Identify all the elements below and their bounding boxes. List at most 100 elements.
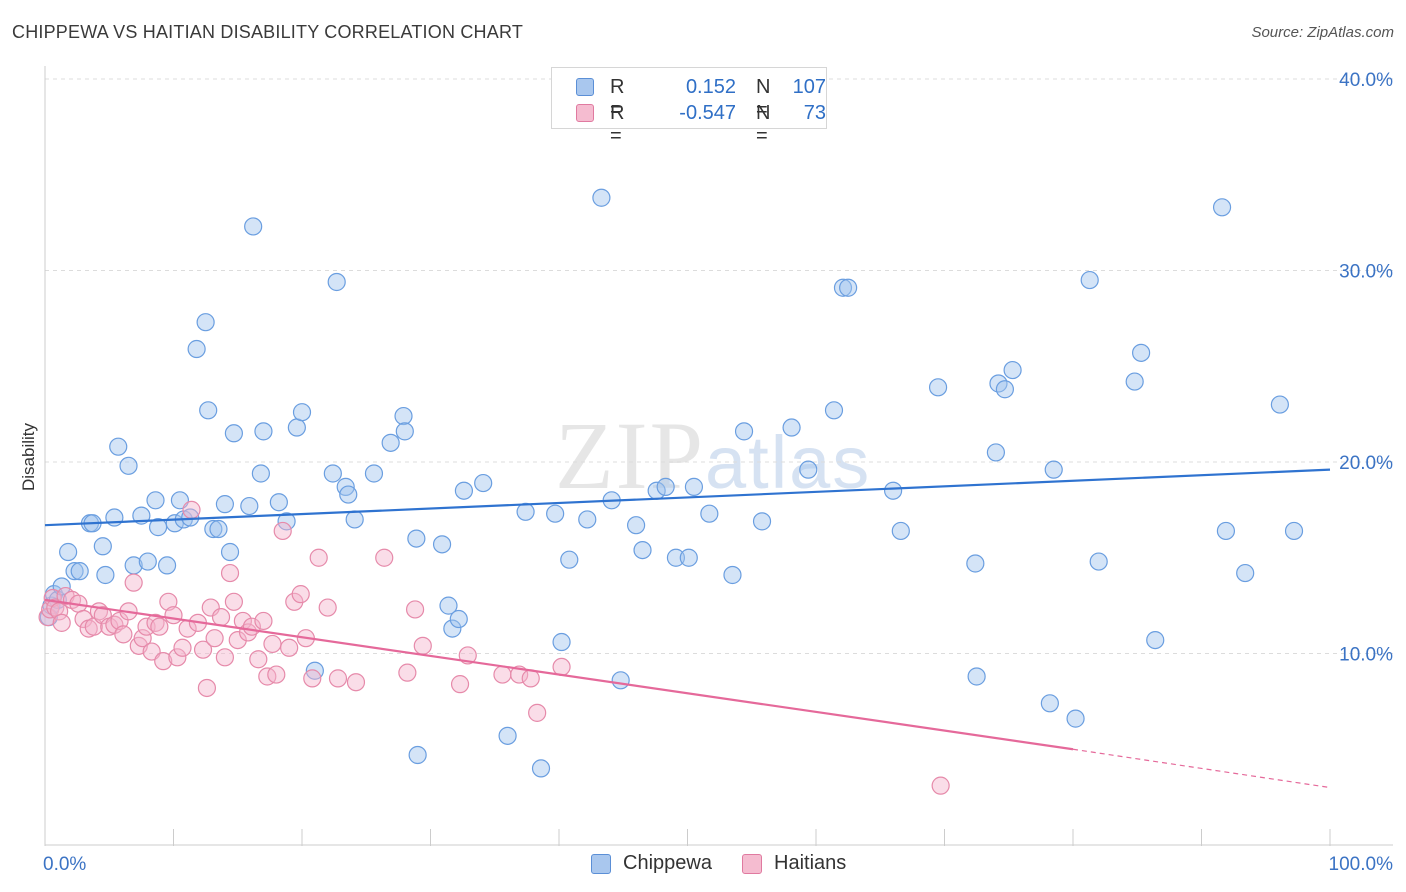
haitians-point [133, 629, 152, 648]
chippewa-point [96, 565, 115, 585]
chippewa-point [345, 510, 364, 529]
chippewa-point [1125, 372, 1144, 391]
chippewa-point [277, 512, 296, 531]
chippewa-point [516, 502, 535, 521]
chippewa-point [679, 548, 698, 567]
haitians-point [228, 630, 247, 650]
chippewa-point [119, 456, 138, 475]
chippewa-point [199, 401, 218, 420]
haitians-point [137, 617, 156, 636]
chippewa-point [656, 477, 675, 496]
haitians-point [552, 657, 571, 677]
chippewa-point [723, 565, 742, 585]
haitians-point [173, 638, 192, 657]
haitians-point [318, 598, 337, 617]
haitians-point [224, 592, 243, 611]
grid-lines [45, 78, 1393, 654]
chippewa-point [474, 473, 493, 493]
chippewa-point [578, 510, 597, 529]
haitians-point [931, 776, 950, 795]
haitians-point [154, 652, 173, 671]
chippewa-point [292, 403, 312, 422]
chippewa-point [215, 495, 234, 514]
legend-n-value: 73 [803, 102, 826, 124]
haitians-point [193, 640, 213, 659]
chippewa-point [824, 401, 844, 420]
chippewa-point [244, 217, 263, 236]
series-chippewa-points [39, 188, 1304, 778]
chippewa-point [443, 619, 462, 638]
chippewa-point [498, 726, 517, 745]
haitians-point [211, 608, 231, 627]
trendline-extension [1072, 748, 1331, 789]
chippewa-point [782, 418, 801, 437]
legend-swatch-chippewa [576, 78, 594, 96]
haitians-point [309, 548, 328, 567]
haitians-point [263, 634, 282, 654]
axes [44, 66, 1393, 846]
chippewa-point [967, 667, 986, 686]
legend-n-value: 107 [792, 76, 826, 98]
chippewa-point [684, 477, 704, 496]
chippewa-point [1270, 395, 1289, 414]
haitians-point [375, 548, 394, 567]
chippewa-point [269, 493, 288, 512]
legend-r-label: R = [610, 102, 625, 147]
chippewa-point [240, 496, 259, 516]
y-tick-label: 30.0% [1339, 262, 1393, 283]
chippewa-point [146, 491, 165, 510]
chippewa-point [891, 521, 910, 541]
haitians-point [291, 585, 310, 604]
bottom-legend-swatch-chippewa [591, 854, 611, 874]
chippewa-point [394, 406, 413, 426]
haitians-point [124, 573, 143, 592]
chippewa-point [552, 632, 571, 652]
haitians-point [164, 606, 183, 625]
source-label: Source: ZipAtlas.com [1251, 24, 1394, 41]
chippewa-point [157, 556, 177, 575]
trendline-chippewa [44, 468, 1331, 527]
haitians-point [398, 663, 417, 682]
chippewa-point [381, 433, 400, 452]
chippewa-point [1212, 198, 1232, 217]
haitians-point [205, 629, 224, 648]
haitians-point [303, 669, 322, 688]
haitians-point [450, 675, 470, 694]
chippewa-point [187, 339, 206, 359]
haitians-point [197, 678, 217, 698]
chippewa-point [209, 519, 228, 539]
chippewa-point [666, 548, 686, 567]
chippewa-point [1236, 563, 1255, 583]
legend-n-label: N = [756, 102, 771, 147]
chippewa-point [700, 504, 719, 523]
trendline-haitians [44, 598, 1074, 751]
chippewa-point [339, 485, 358, 504]
chippewa-point [254, 422, 273, 441]
chippewa-point [531, 759, 551, 778]
chippewa-point [928, 378, 948, 397]
haitians-point [493, 665, 512, 684]
chippewa-point [1216, 521, 1236, 541]
watermark-zip: ZIP [555, 402, 705, 509]
chippewa-point [560, 550, 579, 569]
haitians-point [273, 521, 292, 541]
x-tick-label: 100.0% [1329, 854, 1394, 875]
haitians-point [346, 673, 366, 692]
bottom-legend-swatch-haitians [742, 854, 762, 874]
bottom-legend-label-chippewa: Chippewa [623, 852, 712, 874]
haitians-point [168, 648, 187, 667]
haitians-point [521, 669, 540, 688]
y-tick-label: 20.0% [1339, 453, 1393, 474]
haitians-point [114, 625, 133, 644]
chippewa-point [408, 745, 427, 765]
chippewa-point [546, 504, 565, 523]
chippewa-point [204, 519, 223, 539]
chippewa-point [1040, 694, 1059, 713]
correlation-legend: R = 0.152 N = 107 R = -0.547 N = 73 [551, 67, 827, 147]
chippewa-point [734, 422, 754, 441]
haitians-point [328, 669, 348, 688]
chippewa-point [251, 464, 270, 483]
chart-title: CHIPPEWA VS HAITIAN DISABILITY CORRELATI… [12, 22, 524, 42]
chippewa-point [1080, 270, 1099, 290]
